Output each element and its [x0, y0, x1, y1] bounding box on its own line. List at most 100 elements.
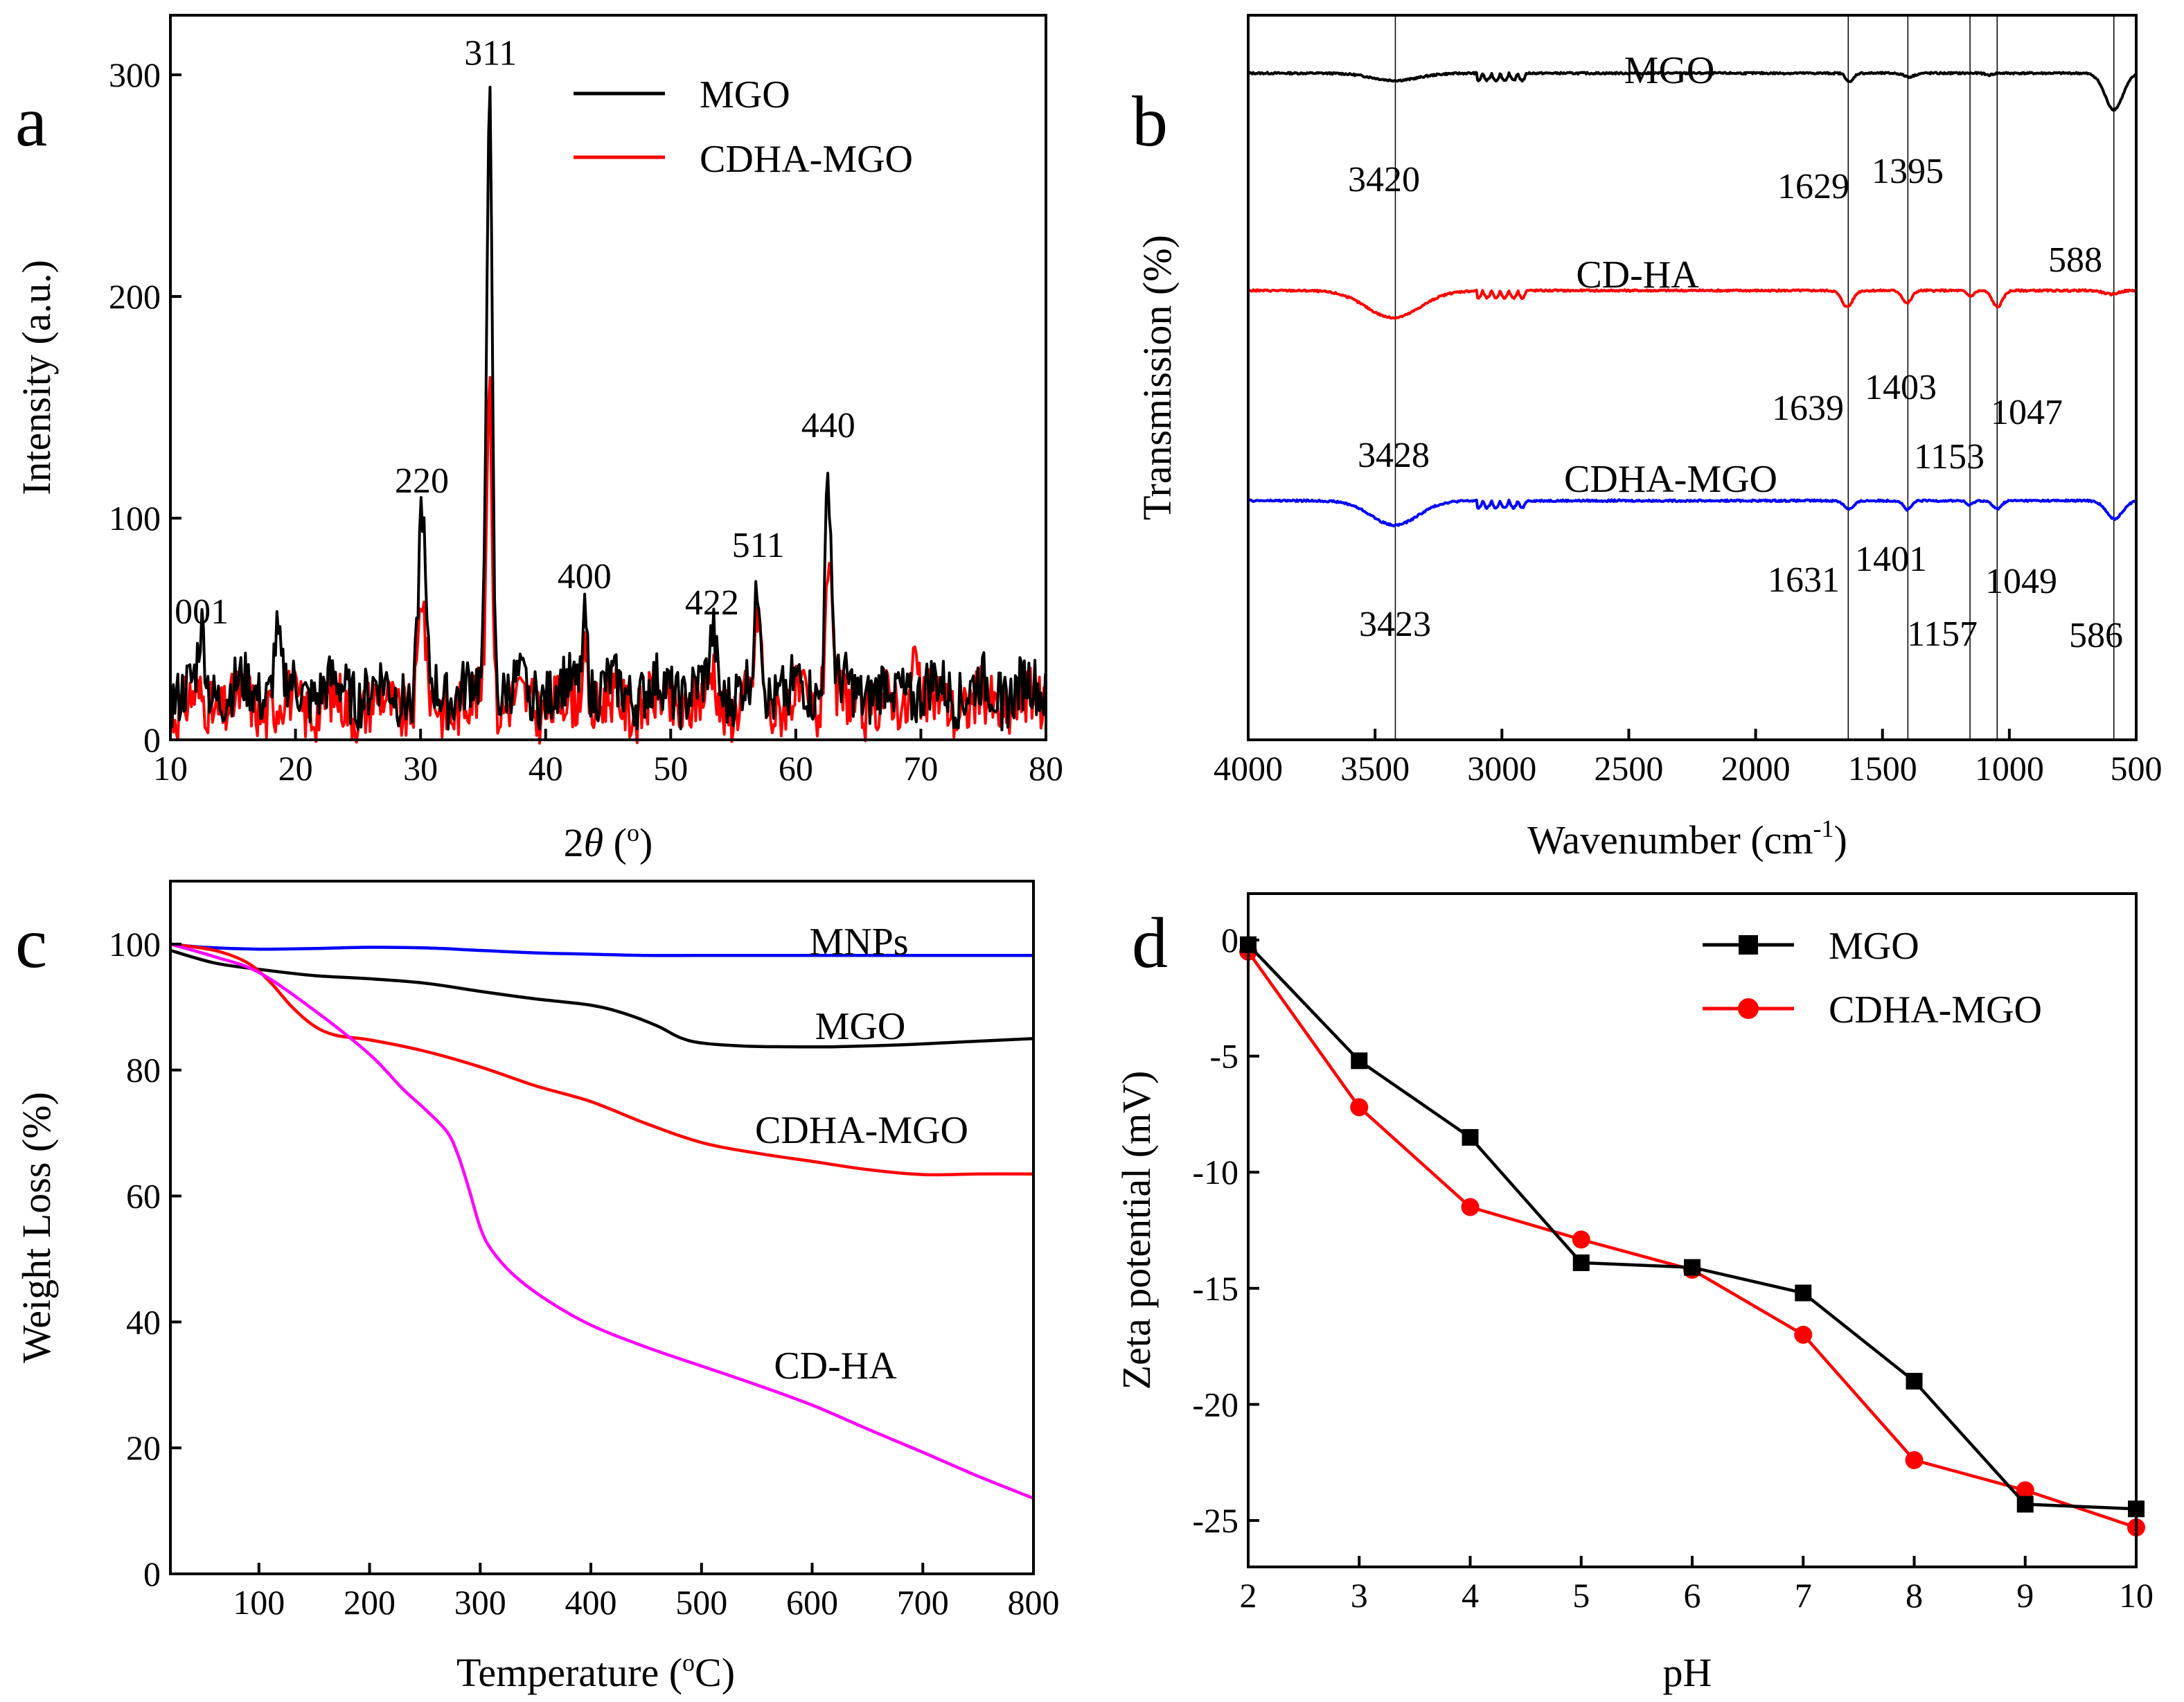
- peak-label: 1639: [1772, 389, 1844, 428]
- x-tick-label: 80: [1029, 749, 1063, 788]
- peak-label: 1157: [1907, 614, 1978, 654]
- x-tick-label: 4000: [1214, 749, 1283, 788]
- label-mgo: MGO: [1624, 49, 1715, 92]
- data-point: [1461, 1198, 1480, 1216]
- peak-label: 1401: [1855, 540, 1927, 579]
- peak-label: 422: [685, 583, 739, 623]
- series-line-mnps: [170, 942, 1034, 957]
- series-line-cdha-mgo: [1247, 950, 2137, 1530]
- x-tick-label: 8: [1906, 1576, 1923, 1615]
- x-tick-label: 10: [153, 749, 188, 788]
- peak-label: 586: [2069, 616, 2123, 655]
- data-point: [1572, 1230, 1590, 1249]
- data-point: [1350, 1098, 1369, 1117]
- peak-label: 3428: [1358, 436, 1430, 475]
- data-point: [1906, 1372, 1923, 1390]
- panel-c-frame: [169, 880, 1035, 1575]
- x-tick-label: 9: [2016, 1576, 2034, 1615]
- data-point: [1905, 1451, 1924, 1469]
- y-tick-label: 80: [126, 1051, 161, 1090]
- y-tick-label: -15: [1192, 1269, 1239, 1308]
- x-tick-label: 1000: [1975, 749, 2044, 788]
- x-tick-label: 3: [1351, 1576, 1368, 1615]
- panel-d-curves: [1239, 936, 2145, 1537]
- label-mgo: MGO: [815, 1005, 906, 1048]
- peak-label: 440: [801, 406, 855, 445]
- panel-a-frame: [169, 14, 1047, 741]
- x-tick-label: 500: [675, 1583, 727, 1622]
- panel-b-curves: [1247, 71, 2138, 528]
- panel-c-letter: c: [15, 903, 47, 983]
- x-tick-label: 100: [233, 1583, 285, 1622]
- panel-c-ticks: 100 200 300 400 500 600 700 800 0 20 40 60 80 100: [109, 925, 1060, 1622]
- y-tick-label: 200: [109, 277, 161, 316]
- panel-b-curve-labels: MGO CD-HA CDHA-MGO: [1564, 49, 1777, 501]
- y-tick-label: 300: [109, 55, 161, 94]
- label-mnps: MNPs: [809, 921, 908, 964]
- peak-label: 001: [175, 592, 229, 632]
- x-tick-label: 700: [897, 1583, 949, 1622]
- x-tick-label: 200: [344, 1583, 396, 1622]
- data-point: [2016, 1496, 2034, 1513]
- y-tick-label: -20: [1192, 1385, 1239, 1424]
- y-tick-label: 0: [143, 1554, 161, 1593]
- panel-a-peak-labels: 001 220 311 400 422 511 440: [175, 34, 855, 632]
- legend-cdha-mgo-label: CDHA-MGO: [700, 138, 913, 181]
- series-line-cdha-mgo: [170, 942, 1034, 1177]
- panel-a-xrd: a 10 20 30 40 50 60 70 80 0 100 200 300 001 220 311 40…: [14, 14, 1063, 865]
- legend-mgo-marker: [1739, 935, 1758, 955]
- data-point: [1572, 1254, 1590, 1271]
- panel-b-guide-lines: [1394, 15, 2115, 740]
- panel-a-curves: [169, 85, 1047, 745]
- peak-label: 1049: [1985, 562, 2057, 601]
- panel-c-tga: c 100 200 300 400 500 600 700 800 0 20 40 60 80 100 W…: [14, 880, 1060, 1695]
- panel-a-legend: MGO CDHA-MGO: [574, 73, 913, 181]
- data-point: [1794, 1325, 1813, 1344]
- y-tick-label: -5: [1209, 1037, 1239, 1076]
- x-tick-label: 40: [529, 749, 563, 788]
- panel-a-ticks: 10 20 30 40 50 60 70 80 0 100 200 300: [109, 55, 1063, 788]
- panel-d-ylabel: Zeta potential (mV): [1114, 1071, 1159, 1390]
- data-point: [1684, 1259, 1701, 1276]
- panel-b-ticks: 4000 3500 3000 2500 2000 1500 1000 500: [1214, 729, 2163, 788]
- panel-b-frame: [1247, 14, 2138, 741]
- panel-b-ylabel: Transmission (%): [1135, 235, 1180, 520]
- x-tick-label: 400: [565, 1583, 617, 1622]
- peak-label: 400: [558, 557, 612, 596]
- panel-c-ylabel: Weight Loss (%): [14, 1092, 59, 1363]
- x-tick-label: 7: [1795, 1576, 1812, 1615]
- data-point: [1351, 1052, 1368, 1070]
- label-cdha-mgo: CDHA-MGO: [1564, 458, 1777, 501]
- peak-label: 1395: [1872, 152, 1944, 191]
- data-point: [1795, 1284, 1812, 1302]
- panel-d-letter: d: [1132, 903, 1168, 983]
- series-line-cd-ha: [170, 942, 1034, 1500]
- peak-label: 1403: [1865, 368, 1937, 407]
- x-tick-label: 1500: [1848, 749, 1917, 788]
- y-tick-label: 20: [126, 1428, 161, 1467]
- y-tick-label: -25: [1192, 1501, 1239, 1540]
- panel-c-xlabel: Temperature (oC): [456, 1649, 735, 1695]
- x-tick-label: 50: [653, 749, 688, 788]
- series-line-mgo: [170, 948, 1034, 1049]
- peak-label: 1629: [1777, 167, 1849, 206]
- panel-b-xlabel: Wavenumber (cm-1): [1527, 815, 1847, 862]
- series-line-cdha-mgo: [1247, 498, 2138, 528]
- y-tick-label: -10: [1192, 1153, 1239, 1191]
- panel-d-ticks: 2 3 4 5 6 7 8 9 10 0 -5 -10 -15 -20 -25: [1192, 921, 2154, 1615]
- data-point: [1462, 1128, 1479, 1146]
- y-tick-label: 100: [109, 925, 161, 964]
- panel-c-curve-labels: MNPs MGO CDHA-MGO CD-HA: [755, 921, 968, 1388]
- panel-d-zeta: d 2 3 4 5 6 7 8 9 10 0 -5 -10 -15 -20 -25 Zeta potenti…: [1114, 892, 2154, 1695]
- x-tick-label: 2: [1240, 1576, 1257, 1615]
- x-tick-label: 3000: [1467, 749, 1536, 788]
- panel-b-peak-labels: 3420 1629 1395 588 3428 1639 1403 1153 1…: [1348, 152, 2123, 655]
- x-tick-label: 5: [1572, 1576, 1590, 1615]
- peak-label: 311: [464, 34, 517, 73]
- panel-c-curves: [170, 942, 1034, 1500]
- peak-label: 588: [2048, 240, 2102, 280]
- x-tick-label: 800: [1008, 1583, 1060, 1622]
- x-tick-label: 4: [1462, 1576, 1479, 1615]
- x-tick-label: 600: [786, 1583, 838, 1622]
